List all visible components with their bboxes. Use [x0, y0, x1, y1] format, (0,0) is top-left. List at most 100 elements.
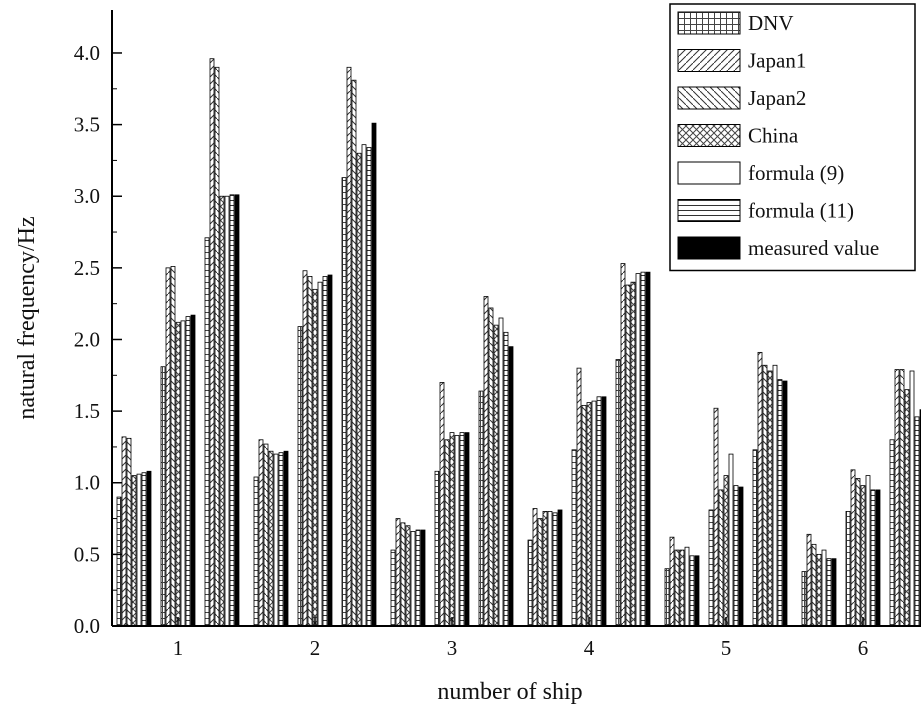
- bar-measured-value-ship-4-group-3: [645, 271, 651, 627]
- bar-china-ship-5-group-1: [679, 549, 685, 627]
- bar-japan1-ship-3-group-1: [395, 518, 401, 627]
- bar-formula-9--ship-4-group-1: [547, 510, 553, 627]
- bar-japan2-ship-1-group-2: [170, 266, 176, 627]
- bar-china-ship-5-group-2: [723, 475, 729, 627]
- bar-china-ship-6-group-1: [816, 553, 822, 627]
- bar-formula-11--ship-5-group-3: [777, 379, 783, 627]
- bar-formula-9--ship-6-group-3: [909, 370, 915, 627]
- bar-japan2-ship-5-group-2: [718, 489, 724, 627]
- bar-dnv-ship-3-group-3: [478, 390, 484, 627]
- bar-japan1-ship-5-group-3: [757, 351, 763, 627]
- bar-measured-value-ship-3-group-1: [420, 529, 426, 627]
- bar-japan1-ship-2-group-2: [302, 270, 308, 627]
- bar-japan1-ship-4-group-1: [532, 508, 538, 627]
- bar-measured-value-ship-3-group-2: [464, 432, 470, 627]
- bar-dnv-ship-4-group-3: [615, 359, 621, 627]
- bar-japan1-ship-6-group-2: [850, 469, 856, 627]
- bar-dnv-ship-6-group-2: [845, 510, 851, 627]
- bar-japan2-ship-6-group-1: [811, 543, 817, 627]
- legend-label: Japan1: [748, 49, 806, 73]
- bar-formula-11--ship-1-group-3: [229, 194, 235, 627]
- bar-japan1-ship-6-group-3: [894, 369, 900, 627]
- bar-japan2-ship-1-group-3: [214, 66, 220, 627]
- bar-china-ship-1-group-2: [175, 321, 181, 627]
- bar-japan2-ship-3-group-3: [488, 307, 494, 627]
- bar-japan1-ship-3-group-2: [439, 382, 445, 627]
- bar-china-ship-1-group-3: [219, 195, 225, 627]
- legend-swatch: [677, 11, 741, 35]
- bar-dnv-ship-5-group-2: [708, 509, 714, 627]
- bar-dnv-ship-3-group-2: [434, 470, 440, 627]
- x-tick-label: 5: [721, 636, 732, 660]
- legend-label: DNV: [748, 11, 794, 35]
- bar-formula-11--ship-4-group-1: [552, 512, 558, 627]
- legend-swatch: [677, 199, 741, 222]
- bar-formula-11--ship-3-group-1: [415, 529, 421, 627]
- x-tick-label: 6: [858, 636, 869, 660]
- bar-china-ship-2-group-2: [312, 288, 318, 627]
- bar-formula-11--ship-3-group-2: [459, 432, 465, 627]
- legend-label: measured value: [748, 236, 879, 260]
- legend-swatch: [677, 236, 741, 260]
- bar-dnv-ship-2-group-2: [297, 326, 303, 627]
- bar-formula-9--ship-1-group-3: [224, 195, 230, 627]
- bar-japan2-ship-3-group-1: [400, 522, 406, 627]
- legend-swatch: [677, 161, 741, 185]
- bar-japan2-ship-4-group-3: [625, 284, 631, 627]
- bar-formula-9--ship-2-group-3: [361, 144, 367, 627]
- bar-formula-11--ship-6-group-2: [870, 489, 876, 627]
- bar-china-ship-3-group-1: [405, 525, 411, 627]
- bar-japan2-ship-2-group-1: [263, 443, 269, 627]
- y-tick-label: 0.0: [74, 614, 100, 638]
- bar-measured-value-ship-4-group-1: [557, 509, 563, 627]
- bar-formula-9--ship-5-group-2: [728, 453, 734, 627]
- bar-china-ship-6-group-3: [904, 389, 910, 627]
- bar-japan2-ship-6-group-2: [855, 478, 861, 627]
- bar-japan2-ship-6-group-3: [899, 369, 905, 627]
- bar-formula-9--ship-3-group-1: [410, 531, 416, 627]
- bar-china-ship-6-group-2: [860, 485, 866, 627]
- legend-swatch: [677, 86, 741, 110]
- bar-japan2-ship-1-group-1: [126, 437, 132, 627]
- bar-japan2-ship-4-group-2: [581, 404, 587, 627]
- bar-japan1-ship-1-group-2: [165, 267, 171, 627]
- bar-formula-11--ship-1-group-2: [185, 316, 191, 627]
- bar-formula-11--ship-4-group-2: [596, 396, 602, 627]
- bar-measured-value-ship-1-group-3: [234, 194, 240, 627]
- bar-formula-9--ship-2-group-2: [317, 281, 323, 627]
- bar-china-ship-4-group-3: [630, 281, 636, 627]
- bar-formula-11--ship-3-group-3: [503, 331, 509, 627]
- bar-formula-9--ship-2-group-1: [273, 453, 279, 627]
- axis-layer: 0.0 0.5 1.0 1.5 2.0 2.5 3.0 3.5 4.0 1 2 3 4 5 6: [74, 10, 921, 660]
- legend-label: formula (9): [748, 161, 844, 185]
- plot-layer: [116, 58, 921, 627]
- bar-japan2-ship-4-group-1: [537, 518, 543, 627]
- bar-japan1-ship-2-group-1: [258, 439, 264, 627]
- x-tick-label: 3: [447, 636, 458, 660]
- bar-japan1-ship-5-group-2: [713, 407, 719, 627]
- bar-dnv-ship-5-group-3: [752, 449, 758, 627]
- bar-measured-value-ship-3-group-3: [508, 346, 514, 627]
- y-tick-label: 0.5: [74, 542, 100, 566]
- bar-measured-value-ship-1-group-1: [146, 470, 152, 627]
- bar-japan1-ship-4-group-2: [576, 367, 582, 627]
- x-tick-label: 2: [310, 636, 321, 660]
- bar-japan2-ship-2-group-2: [307, 276, 313, 627]
- bar-formula-11--ship-5-group-2: [733, 485, 739, 627]
- bar-measured-value-ship-6-group-1: [831, 558, 837, 627]
- bar-formula-11--ship-2-group-3: [366, 147, 372, 627]
- bar-formula-9--ship-3-group-2: [454, 435, 460, 627]
- bar-japan1-ship-2-group-3: [346, 66, 352, 627]
- bar-formula-11--ship-2-group-1: [278, 452, 284, 627]
- bar-japan1-ship-1-group-3: [209, 58, 215, 627]
- bar-measured-value-ship-1-group-2: [190, 314, 196, 627]
- x-axis-title: number of ship: [437, 679, 582, 705]
- bar-formula-11--ship-4-group-3: [640, 271, 646, 627]
- bar-dnv-ship-4-group-2: [571, 449, 577, 627]
- bar-japan1-ship-5-group-1: [669, 536, 675, 627]
- bar-japan2-ship-2-group-3: [351, 79, 357, 627]
- bar-formula-9--ship-6-group-2: [865, 475, 871, 627]
- bar-china-ship-2-group-3: [356, 152, 362, 627]
- bar-china-ship-4-group-2: [586, 402, 592, 627]
